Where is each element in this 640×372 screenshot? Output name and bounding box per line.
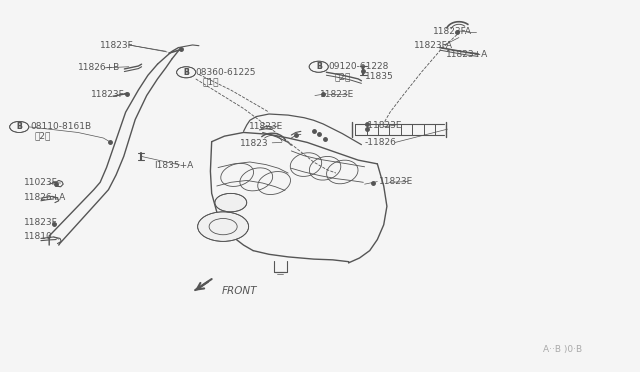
Text: 11823+A: 11823+A [446, 51, 488, 60]
Circle shape [215, 193, 246, 212]
Text: A··B )0·B: A··B )0·B [543, 345, 582, 354]
Text: 11826+B: 11826+B [78, 63, 120, 72]
Text: B: B [183, 68, 189, 77]
Text: 08360-61225: 08360-61225 [196, 68, 256, 77]
Text: （2）: （2） [35, 132, 51, 141]
Text: 11823FA: 11823FA [433, 27, 472, 36]
Text: B: B [183, 68, 189, 77]
Text: B: B [17, 122, 22, 131]
Text: -11823E: -11823E [365, 121, 402, 129]
Text: 11823F: 11823F [24, 218, 58, 227]
Text: l1835+A: l1835+A [154, 161, 193, 170]
Text: （2）: （2） [334, 72, 350, 81]
Text: （1）: （1） [202, 77, 219, 86]
Text: B: B [316, 62, 322, 71]
Text: B: B [316, 62, 322, 71]
Text: 11823: 11823 [241, 139, 269, 148]
Text: 08110-8161B: 08110-8161B [30, 122, 91, 131]
Text: 11823FA: 11823FA [414, 41, 453, 50]
Text: 11826+A: 11826+A [24, 193, 67, 202]
Text: 11810: 11810 [24, 232, 53, 241]
Text: 11823E: 11823E [248, 122, 283, 131]
Text: 09120-61228: 09120-61228 [328, 62, 388, 71]
Text: 11835: 11835 [365, 72, 394, 81]
Text: 11823F: 11823F [91, 90, 124, 99]
Text: B: B [17, 122, 22, 131]
Text: 11823E: 11823E [320, 90, 355, 99]
Text: -11826: -11826 [365, 138, 397, 147]
Text: 11823F: 11823F [100, 41, 134, 50]
Text: 11023F: 11023F [24, 178, 58, 187]
Text: 11823E: 11823E [379, 177, 413, 186]
Circle shape [198, 212, 248, 241]
Text: FRONT: FRONT [221, 286, 257, 296]
